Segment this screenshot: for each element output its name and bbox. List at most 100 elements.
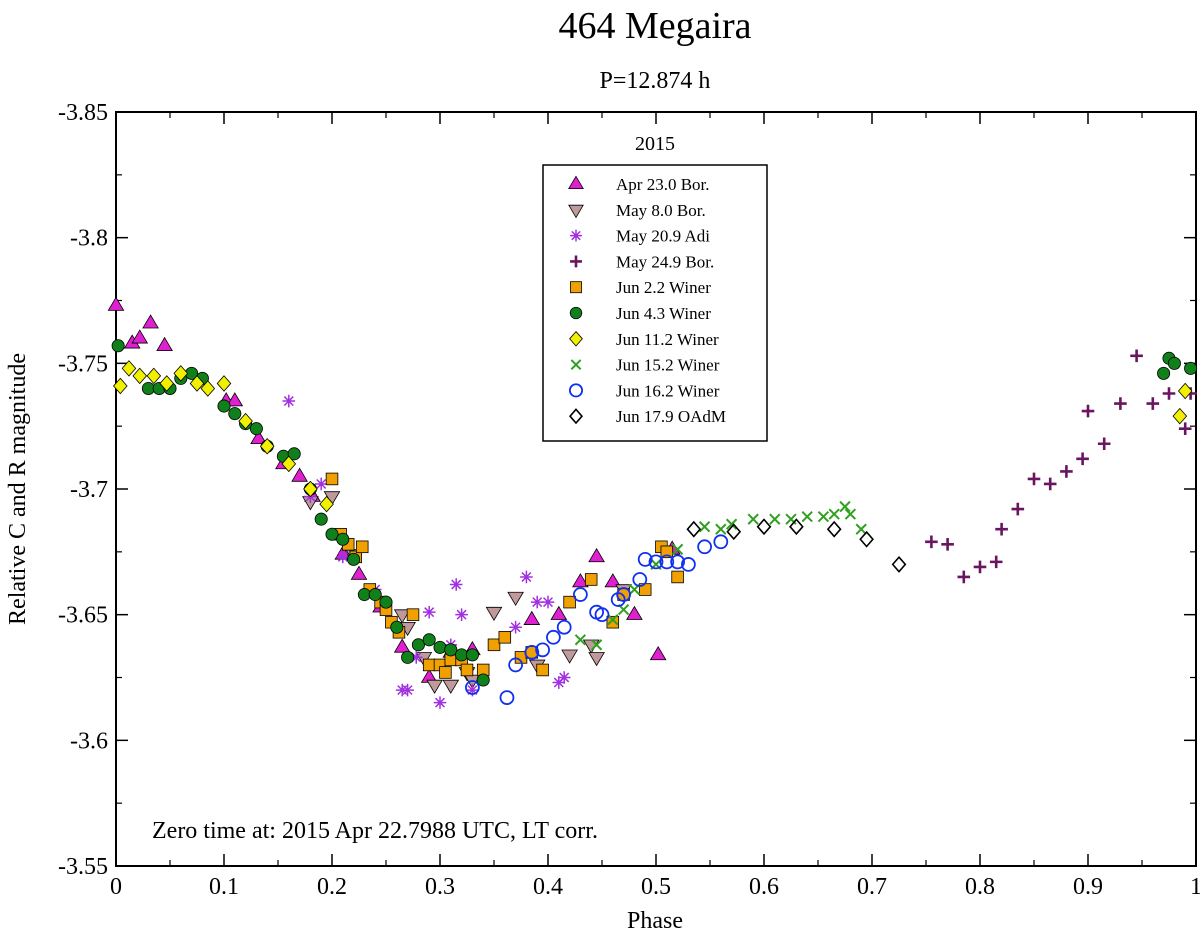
- data-point: [828, 508, 840, 520]
- data-point: [121, 360, 137, 377]
- data-point: [465, 680, 480, 695]
- chart-subtitle: P=12.874 h: [600, 68, 711, 94]
- data-point: [769, 513, 781, 525]
- series-may-24-9-bor-: [925, 349, 1197, 584]
- data-point: [226, 392, 244, 407]
- data-point: [995, 522, 1008, 536]
- data-point: [584, 573, 598, 586]
- legend-marker: [570, 359, 582, 370]
- data-point: [891, 555, 907, 573]
- data-point: [1076, 452, 1089, 466]
- data-point: [826, 520, 842, 538]
- x-tick-label: 0: [110, 874, 122, 900]
- x-tick-label: 1: [1190, 874, 1200, 900]
- data-point: [681, 557, 696, 572]
- zero-time-annotation: Zero time at: 2015 Apr 22.7988 UTC, LT c…: [152, 818, 598, 844]
- data-point: [713, 534, 729, 550]
- data-point: [610, 592, 626, 607]
- data-point: [460, 663, 474, 677]
- data-point: [844, 508, 857, 520]
- x-tick-label: 0.2: [317, 874, 347, 900]
- data-point: [355, 540, 369, 554]
- data-point: [670, 554, 685, 570]
- y-axis-label: Relative C and R magnitude: [5, 353, 31, 625]
- y-tick-label: -3.65: [58, 603, 108, 629]
- legend-marker: [570, 255, 582, 268]
- data-point: [1167, 356, 1181, 370]
- data-point: [789, 518, 804, 536]
- data-point: [156, 336, 173, 352]
- data-point: [426, 679, 443, 694]
- data-point: [1178, 422, 1192, 435]
- data-point: [973, 560, 987, 574]
- legend-label: Jun 4.3 Winer: [616, 304, 711, 323]
- data-point: [660, 545, 674, 559]
- data-point: [671, 543, 684, 555]
- data-point: [132, 367, 148, 385]
- data-point: [439, 666, 452, 679]
- data-point: [632, 572, 648, 587]
- data-point: [325, 472, 339, 486]
- data-point: [217, 399, 231, 413]
- x-tick-label: 0.1: [209, 874, 239, 900]
- data-points: [107, 296, 1198, 709]
- data-point: [659, 554, 675, 570]
- x-tick-label: 0.7: [857, 874, 887, 900]
- data-point: [546, 629, 561, 645]
- data-point: [557, 671, 571, 684]
- data-point: [536, 663, 549, 677]
- data-point: [550, 605, 568, 620]
- data-point: [238, 412, 253, 430]
- x-tick-label: 0.8: [965, 874, 995, 900]
- data-point: [131, 329, 149, 344]
- legend-label: Jun 11.2 Winer: [616, 330, 719, 349]
- legend-marker: [568, 383, 584, 398]
- data-point: [556, 619, 572, 635]
- data-point: [509, 620, 522, 634]
- data-point: [146, 367, 162, 385]
- data-point: [485, 606, 503, 622]
- data-point: [726, 523, 742, 541]
- data-point: [552, 676, 566, 689]
- data-point: [287, 447, 301, 461]
- legend-label: Jun 17.9 OAdM: [616, 407, 726, 426]
- data-point: [686, 520, 702, 538]
- legend-marker: [568, 204, 584, 219]
- data-point: [319, 495, 334, 513]
- data-point: [1172, 407, 1188, 425]
- x-tick-label: 0.6: [749, 874, 779, 900]
- data-point: [1081, 404, 1095, 418]
- data-point: [520, 570, 533, 584]
- data-point: [303, 480, 318, 498]
- data-point: [422, 605, 436, 619]
- data-point: [649, 645, 667, 661]
- data-point: [350, 565, 368, 580]
- data-point: [107, 296, 125, 311]
- data-point: [637, 551, 653, 567]
- data-point: [466, 683, 479, 697]
- data-point: [465, 648, 479, 662]
- data-point: [1114, 397, 1127, 410]
- data-point: [698, 521, 711, 533]
- data-point: [1130, 349, 1143, 363]
- data-point: [925, 535, 938, 549]
- series-jun-15-2-winer: [574, 500, 867, 651]
- data-point: [347, 552, 361, 566]
- data-point: [671, 570, 684, 584]
- series-jun-16-2-winer: [465, 534, 729, 705]
- data-point: [607, 614, 619, 626]
- data-point: [325, 527, 339, 541]
- data-point: [715, 523, 727, 535]
- data-point: [401, 683, 414, 697]
- data-point: [111, 339, 125, 353]
- data-point: [411, 638, 425, 652]
- data-point: [756, 518, 772, 536]
- data-point: [1177, 382, 1193, 400]
- data-point: [393, 638, 411, 653]
- data-point: [839, 500, 851, 513]
- data-point: [541, 595, 555, 609]
- legend-label: Jun 2.2 Winer: [616, 278, 711, 297]
- data-point: [442, 679, 460, 694]
- data-point: [1011, 502, 1025, 516]
- data-point: [368, 588, 382, 602]
